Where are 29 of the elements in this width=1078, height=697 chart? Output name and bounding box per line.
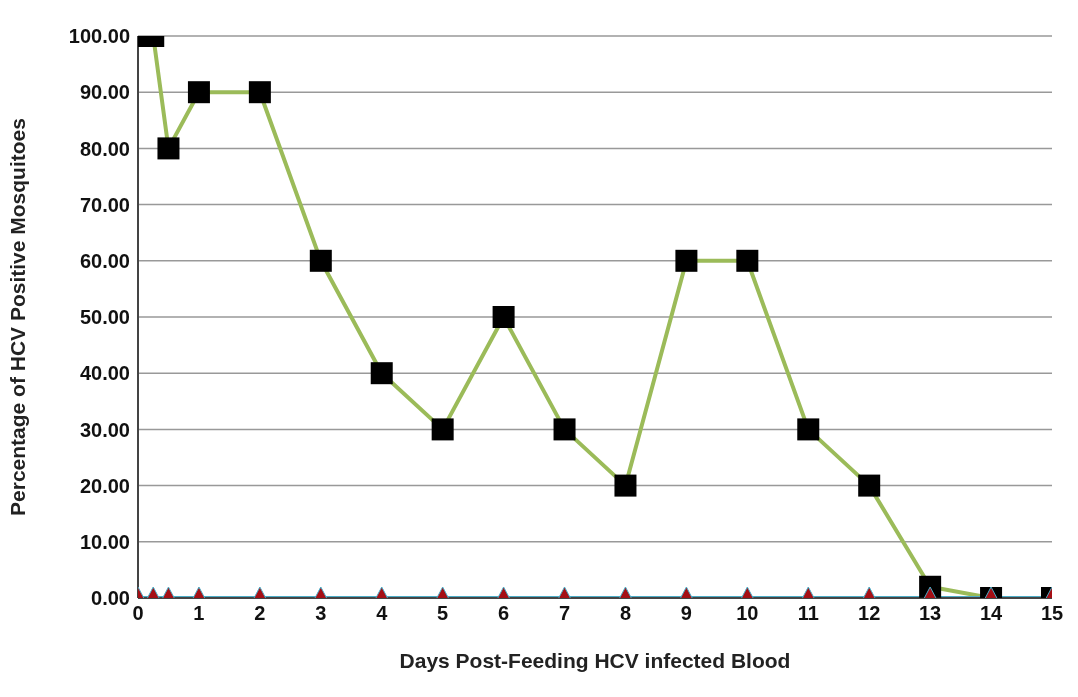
x-tick-label: 1 xyxy=(193,602,205,625)
x-tick-label: 0 xyxy=(132,602,144,625)
y-tick-label: 70.00 xyxy=(79,193,130,216)
x-tick-label: 6 xyxy=(498,602,510,625)
x-tick-label: 13 xyxy=(919,602,942,625)
x-tick-label: 12 xyxy=(858,602,881,625)
y-tick-label: 80.00 xyxy=(79,137,130,160)
x-tick-label: 2 xyxy=(254,602,266,625)
x-tick-label: 9 xyxy=(680,602,692,625)
y-tick-label: 50.00 xyxy=(79,306,130,329)
x-tick-label: 14 xyxy=(979,602,1004,625)
y-tick-label: 0.00 xyxy=(91,587,130,610)
x-tick-label: 10 xyxy=(736,602,759,625)
y-tick-label: 100.00 xyxy=(68,25,130,48)
y-tick-label: 30.00 xyxy=(79,418,130,441)
y-tick-label: 60.00 xyxy=(79,249,130,272)
y-tick-label: 40.00 xyxy=(79,362,130,385)
x-axis-title: Days Post-Feeding HCV infected Blood xyxy=(399,649,791,672)
y-tick-label: 20.00 xyxy=(79,474,130,497)
x-tick-label: 11 xyxy=(797,602,819,625)
x-tick-label: 8 xyxy=(619,602,632,625)
x-tick-label: 3 xyxy=(315,602,327,625)
y-tick-label: 90.00 xyxy=(79,81,130,104)
x-tick-label: 5 xyxy=(437,602,449,625)
x-tick-label: 7 xyxy=(558,602,571,625)
y-axis-title: Percentage of HCV Positive Mosquitoes xyxy=(6,118,30,516)
y-tick-label: 10.00 xyxy=(79,530,130,553)
x-tick-label: 4 xyxy=(376,602,389,625)
x-tick-label: 15 xyxy=(1040,602,1064,625)
